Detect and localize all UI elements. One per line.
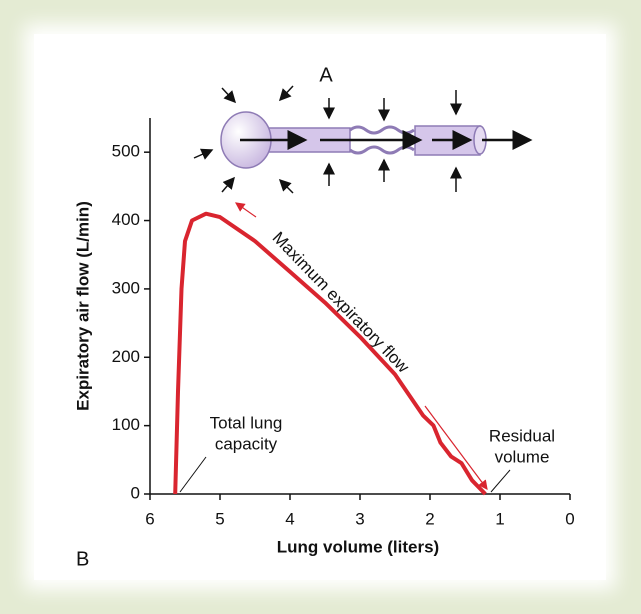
x-tick-label: 3 — [355, 509, 364, 528]
flow-arrow — [235, 202, 257, 218]
flow-curve — [173, 211, 487, 496]
y-tick-label: 0 — [131, 483, 140, 502]
y-tick-label: 100 — [112, 415, 140, 434]
panel — [34, 34, 606, 580]
y-tick-label: 200 — [112, 347, 140, 366]
rv-pointer — [490, 469, 511, 493]
x-tick-label: 5 — [215, 509, 224, 528]
max-flow-label: Maximum expiratory flow — [269, 228, 414, 377]
x-tick-label: 4 — [285, 509, 294, 528]
tlc-label: capacity — [215, 434, 278, 453]
x-axis-label: Lung volume (liters) — [277, 537, 439, 556]
x-tick-label: 1 — [495, 509, 504, 528]
label-b: B — [76, 548, 89, 570]
x-tick-label: 6 — [145, 509, 154, 528]
label-a: A — [319, 64, 333, 86]
y-tick-label: 300 — [112, 278, 140, 297]
rv-label: Residual — [489, 426, 555, 445]
y-tick-label: 400 — [112, 210, 140, 229]
flow-arrow — [424, 405, 488, 490]
x-tick-label: 0 — [565, 509, 574, 528]
x-tick-label: 2 — [425, 509, 434, 528]
y-tick-label: 500 — [112, 142, 140, 161]
airway-diagram — [193, 85, 533, 194]
rv-label: volume — [495, 447, 550, 466]
tlc-label: Total lung — [210, 413, 283, 432]
tlc-pointer — [179, 456, 207, 493]
y-axis-label: Expiratory air flow (L/min) — [73, 201, 92, 411]
